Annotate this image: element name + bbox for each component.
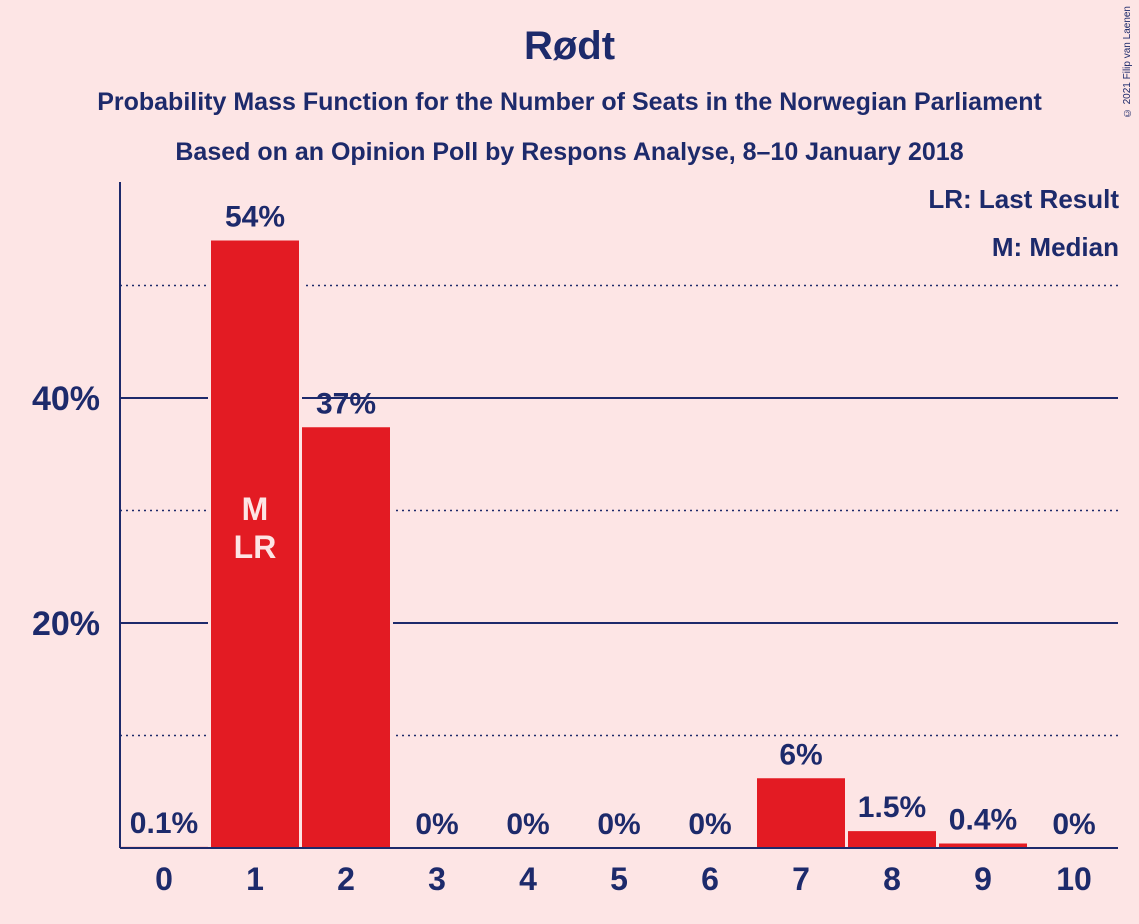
legend-median: M: Median (991, 232, 1119, 262)
bar (302, 427, 390, 848)
y-tick-label: 20% (32, 605, 100, 643)
bar-annotation-label: LR (234, 529, 277, 565)
bar-value-label: 37% (316, 387, 376, 420)
chart-title: Rødt (523, 24, 616, 68)
bar-value-label: 0% (1052, 808, 1095, 841)
bar-value-label: 0.1% (130, 807, 198, 840)
bar-value-label: 54% (225, 201, 285, 234)
bar (848, 831, 936, 848)
bar-value-label: 0% (506, 808, 549, 841)
bar-value-label: 1.5% (858, 791, 926, 824)
bar-value-label: 0% (415, 808, 458, 841)
legend-last-result: LR: Last Result (928, 184, 1119, 214)
x-tick-label: 10 (1056, 861, 1092, 897)
bar (939, 843, 1027, 848)
x-tick-label: 0 (155, 861, 173, 897)
chart-subtitle: Probability Mass Function for the Number… (97, 88, 1042, 116)
chart-subtitle-source: Based on an Opinion Poll by Respons Anal… (175, 138, 964, 166)
bar-gap (117, 843, 211, 848)
x-tick-label: 7 (792, 861, 810, 897)
x-tick-label: 6 (701, 861, 719, 897)
x-tick-label: 3 (428, 861, 446, 897)
y-tick-label: 40% (32, 380, 100, 418)
bar-annotation-label: M (242, 491, 269, 527)
x-tick-label: 9 (974, 861, 992, 897)
x-tick-label: 8 (883, 861, 901, 897)
bar-value-label: 6% (779, 738, 822, 771)
x-tick-label: 1 (246, 861, 264, 897)
x-tick-label: 5 (610, 861, 628, 897)
x-tick-label: 4 (519, 861, 537, 897)
x-tick-label: 2 (337, 861, 355, 897)
bar-value-label: 0% (688, 808, 731, 841)
bar (757, 778, 845, 848)
bar (211, 240, 299, 848)
bar-value-label: 0% (597, 808, 640, 841)
bar-value-label: 0.4% (949, 804, 1017, 837)
